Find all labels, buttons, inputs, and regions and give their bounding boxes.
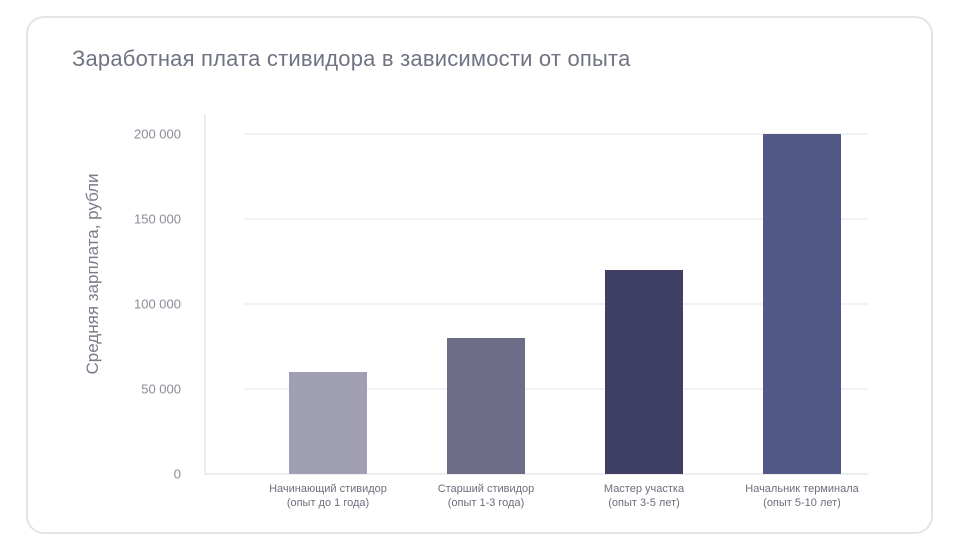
bar — [605, 270, 683, 474]
x-tick-label: Старший стивидор — [438, 483, 535, 495]
x-tick-label: (опыт до 1 года) — [287, 497, 369, 509]
x-tick-label: Начальник терминала — [745, 483, 859, 495]
y-tick-label: 0 — [174, 467, 181, 482]
y-axis-title: Средняя зарплата, рубли — [83, 173, 102, 374]
x-tick-label: (опыт 3-5 лет) — [608, 497, 680, 509]
x-tick-label: (опыт 5-10 лет) — [763, 497, 841, 509]
x-tick-label: (опыт 1-3 года) — [448, 497, 525, 509]
bars — [289, 134, 841, 474]
y-tick-label: 100 000 — [134, 297, 181, 312]
chart-title: Заработная плата стивидора в зависимости… — [72, 46, 631, 71]
y-tick-label: 200 000 — [134, 127, 181, 142]
labels: 0 50 000 100 000 150 000 200 000 Начинающий с… — [134, 127, 860, 510]
bar — [763, 134, 841, 474]
y-tick-label: 50 000 — [141, 382, 181, 397]
x-tick-label: Мастер участка — [604, 483, 685, 495]
x-tick-label: Начинающий стивидор — [269, 483, 387, 495]
y-tick-label: 150 000 — [134, 212, 181, 227]
bar — [289, 372, 367, 474]
bar — [447, 338, 525, 474]
